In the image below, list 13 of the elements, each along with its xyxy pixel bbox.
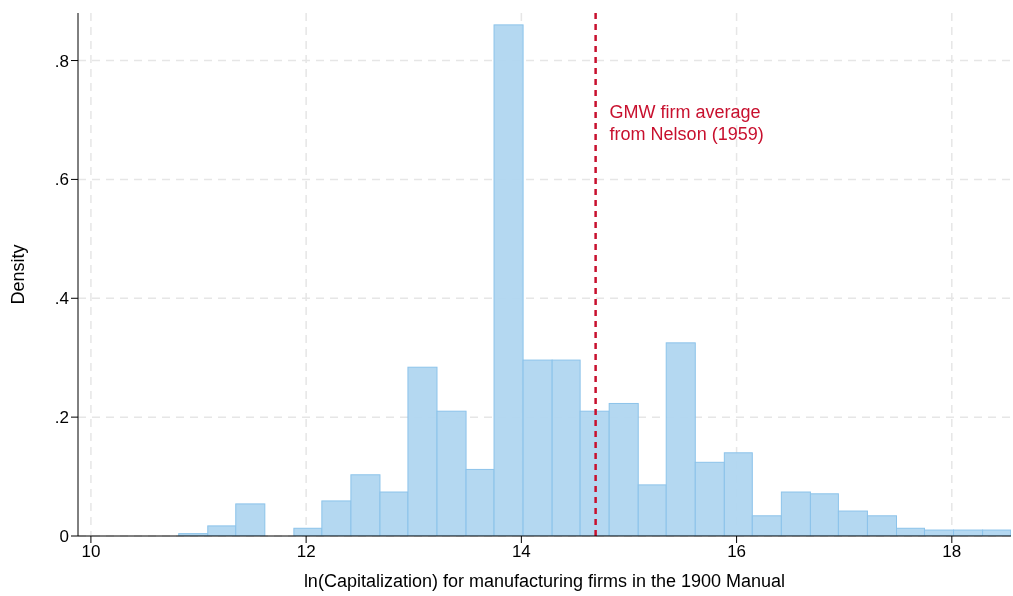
y-axis-title: Density — [8, 244, 29, 305]
x-tick-label: 18 — [942, 542, 962, 562]
y-tick-label: .6 — [54, 170, 69, 190]
x-tick-label: 10 — [81, 542, 101, 562]
x-tick-label: 14 — [511, 542, 531, 562]
y-tick-label: 0 — [59, 527, 69, 547]
x-tick-label: 16 — [727, 542, 747, 562]
ref-line-label: GMW firm average from Nelson (1959) — [609, 102, 764, 144]
y-tick-label: .4 — [54, 289, 69, 309]
x-tick-label: 12 — [296, 542, 316, 562]
y-tick-label: .8 — [54, 51, 69, 71]
x-axis-title: ln(Capitalization) for manufacturing firms in the 1900 Manual — [303, 571, 786, 591]
y-tick-label: .2 — [54, 408, 69, 428]
